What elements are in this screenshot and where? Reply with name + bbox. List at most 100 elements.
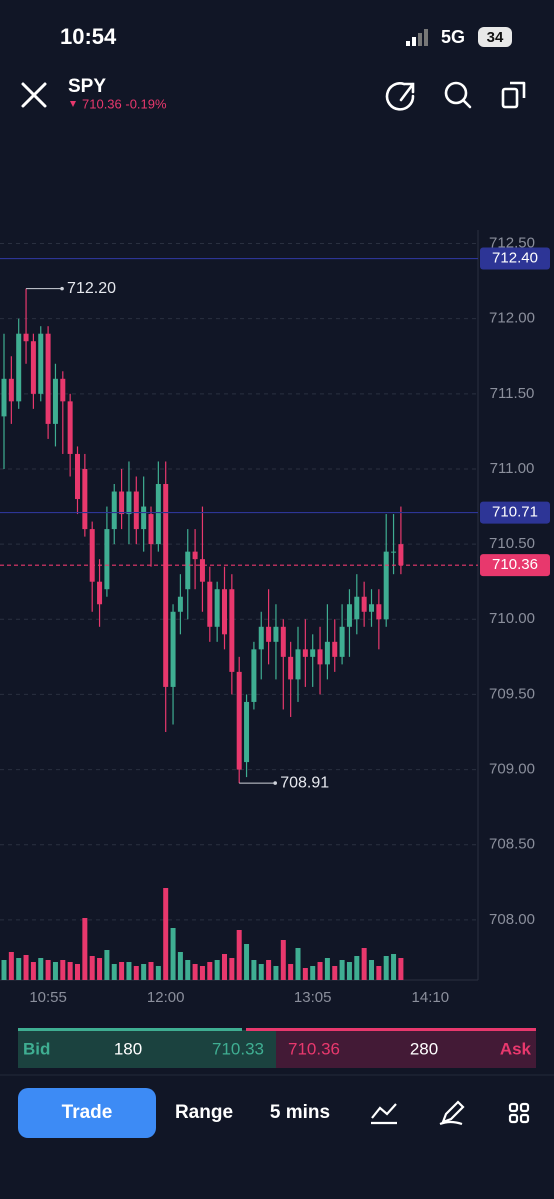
volume-bar [229, 958, 235, 980]
volume-bar [317, 962, 323, 980]
range-button[interactable]: Range [175, 1102, 233, 1123]
y-tick-label: 708.50 [489, 836, 535, 853]
candle-body [354, 596, 360, 620]
volume-bar [398, 958, 404, 980]
y-tick-label: 710.00 [489, 610, 535, 627]
candle-body [163, 484, 169, 687]
volume-bar [30, 962, 36, 980]
volume-bar [310, 966, 316, 980]
volume-bar [97, 958, 103, 980]
rotate-button[interactable] [501, 81, 526, 109]
bid-price: 710.33 [212, 1039, 264, 1058]
candle-body [229, 589, 235, 672]
volume-bar [155, 966, 161, 980]
x-tick-label: 14:10 [412, 989, 450, 1006]
y-tick-label: 710.50 [489, 535, 535, 552]
candle-body [302, 649, 308, 657]
share-button[interactable] [385, 82, 415, 111]
bid-size: 180 [114, 1039, 142, 1058]
candle-body [199, 559, 205, 582]
candle-body [398, 544, 404, 566]
candle-body [310, 649, 316, 657]
candle-body [141, 506, 147, 530]
candle-body [97, 581, 103, 605]
layout-button[interactable] [508, 1102, 530, 1124]
battery-level: 34 [487, 29, 504, 46]
candle-body [23, 333, 29, 342]
bid-panel[interactable] [18, 1030, 276, 1068]
candle-body [317, 649, 323, 665]
bid-label: Bid [23, 1039, 50, 1058]
volume-bar [244, 944, 250, 980]
candle-body [244, 701, 250, 763]
trade-button[interactable] [18, 1088, 156, 1138]
volume-bar [133, 966, 139, 980]
y-tick-label: 711.00 [490, 460, 535, 477]
candle-body [30, 341, 36, 394]
candle-body [214, 589, 220, 627]
volume-bar [177, 952, 183, 980]
candle-body [332, 641, 338, 657]
candle-body [119, 491, 125, 515]
volume-bar [266, 960, 272, 980]
volume-bar [38, 958, 44, 980]
network: 5G [441, 27, 465, 47]
price-tag-label: 712.40 [492, 250, 538, 267]
x-tick-label: 13:05 [294, 989, 332, 1006]
candle-body [67, 401, 73, 454]
candle-body [361, 596, 367, 612]
annotation-label: 712.20 [67, 280, 116, 297]
candle-body [82, 468, 88, 530]
candle-body [16, 333, 22, 402]
volume-bar [45, 960, 51, 980]
price-tag [480, 554, 550, 577]
candle-body [266, 626, 272, 642]
candle-body [236, 671, 242, 770]
volume-bar [288, 964, 294, 980]
candle-body [148, 514, 154, 545]
price-tag-label: 710.71 [492, 504, 538, 521]
volume-bar [376, 966, 382, 980]
candle-body [38, 333, 44, 394]
volume-bar [273, 966, 279, 980]
interval-button[interactable]: 5 mins [270, 1102, 330, 1123]
candle-body [324, 641, 330, 665]
annotation-dot [60, 286, 64, 291]
volume-bar [23, 955, 29, 980]
draw-button[interactable] [439, 1100, 465, 1126]
volume-bar [369, 960, 374, 980]
y-tick-label: 709.00 [489, 761, 535, 778]
volume-bar [354, 956, 360, 980]
candle-body [52, 378, 58, 424]
close-button[interactable] [21, 82, 47, 108]
volume-bar [391, 954, 397, 980]
volume-bar [339, 960, 345, 980]
volume-bar [163, 888, 169, 980]
price-tag-label: 710.36 [492, 556, 538, 573]
volume-bar [111, 964, 117, 980]
trade-label: Trade [62, 1102, 113, 1123]
search-button[interactable] [444, 81, 472, 109]
volume-bar [60, 960, 66, 980]
candle-body [369, 604, 374, 612]
chart: 708.00 708.50 709.00 709.50 710.00 710.50 711.… [0, 234, 550, 1006]
candle-body [8, 378, 14, 402]
candle-body [45, 333, 51, 424]
volume-bar [332, 966, 338, 980]
ask-size: 280 [410, 1039, 438, 1058]
candle-body [346, 604, 352, 627]
volume-bar [148, 962, 154, 980]
ask-panel[interactable] [276, 1030, 536, 1068]
x-tick-label: 10:55 [29, 989, 67, 1006]
volume-bar [258, 964, 264, 980]
volume-bar [214, 960, 220, 980]
ask-label: Ask [500, 1039, 532, 1058]
indicator-button[interactable] [371, 1103, 397, 1125]
volume-bar [119, 962, 125, 980]
battery [478, 27, 512, 47]
candle-body [177, 596, 183, 612]
quote: 710.36 -0.19% [82, 96, 167, 111]
candle-body [155, 484, 161, 545]
